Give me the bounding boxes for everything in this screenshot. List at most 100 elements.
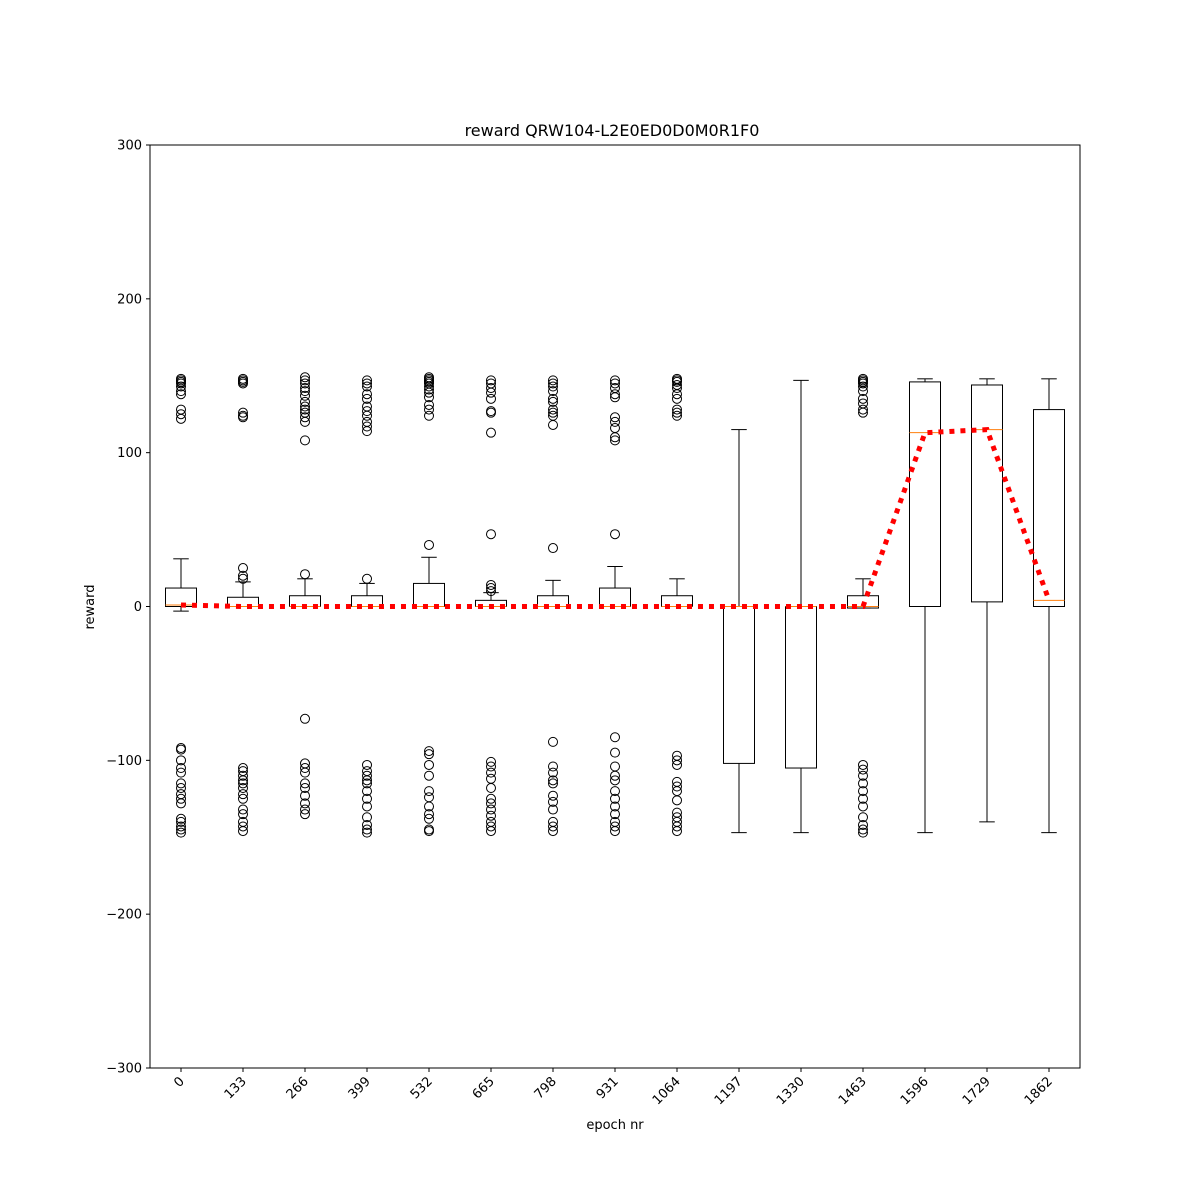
outlier-point (486, 783, 496, 794)
outlier-point (610, 826, 620, 837)
outlier-point (424, 809, 434, 820)
outlier-point (176, 744, 186, 755)
outlier-point (858, 386, 868, 397)
outlier-point (672, 404, 682, 415)
outlier-point (300, 401, 310, 412)
plot-area-frame (149, 144, 1081, 1069)
outlier-point (176, 409, 186, 420)
outlier-point (672, 755, 682, 766)
outlier-point (300, 372, 310, 383)
outlier-point (610, 416, 620, 427)
outlier-point (486, 767, 496, 778)
outlier-point (176, 763, 186, 774)
outlier-point (858, 381, 868, 392)
outlier-point (424, 746, 434, 757)
outlier-point (858, 801, 868, 812)
outlier-point (610, 375, 620, 386)
outlier-point (300, 386, 310, 397)
outlier-point (672, 821, 682, 832)
box-plots (165, 372, 1065, 838)
outlier-point (176, 767, 186, 778)
outlier-point (486, 579, 496, 590)
outlier-point (548, 393, 558, 404)
outlier-point (362, 812, 372, 823)
outlier-point (548, 826, 558, 837)
outlier-point (548, 775, 558, 786)
box-plot (847, 373, 879, 838)
outlier-point (610, 432, 620, 443)
outlier-point (486, 826, 496, 837)
outlier-point (300, 798, 310, 809)
outlier-point (176, 381, 186, 392)
outlier-point (486, 375, 496, 386)
y-tick-label: 100 (117, 446, 142, 461)
outlier-point (362, 786, 372, 797)
outlier-point (300, 713, 310, 724)
y-tick-label: 300 (117, 139, 142, 154)
outlier-point (486, 383, 496, 394)
outlier-point (176, 389, 186, 400)
outlier-point (858, 759, 868, 770)
outlier-point (548, 375, 558, 386)
outlier-point (362, 421, 372, 432)
outlier-point (300, 763, 310, 774)
outlier-point (672, 759, 682, 770)
outlier-point (858, 407, 868, 418)
outlier-point (300, 778, 310, 789)
outlier-point (672, 393, 682, 404)
outlier-point (424, 410, 434, 421)
outlier-point (362, 573, 372, 584)
outlier-point (548, 778, 558, 789)
outlier-point (362, 827, 372, 838)
outlier-point (548, 378, 558, 389)
box-plot (971, 378, 1003, 823)
outlier-point (858, 786, 868, 797)
outlier-point (672, 383, 682, 394)
outlier-point (176, 378, 186, 389)
outlier-point (176, 413, 186, 424)
box (971, 384, 1003, 603)
outlier-point (548, 386, 558, 397)
outlier-point (548, 804, 558, 815)
outlier-point (300, 404, 310, 415)
outlier-point (362, 426, 372, 437)
outlier-point (238, 763, 248, 774)
outlier-point (424, 813, 434, 824)
outlier-point (486, 821, 496, 832)
outlier-point (672, 376, 682, 387)
outlier-point (424, 399, 434, 410)
outlier-point (548, 381, 558, 392)
outlier-point (486, 407, 496, 418)
outlier-point (300, 390, 310, 401)
outlier-point (176, 821, 186, 832)
outlier-point (176, 798, 186, 809)
outlier-point (610, 809, 620, 820)
outlier-point (362, 770, 372, 781)
outlier-point (610, 412, 620, 423)
outlier-point (424, 384, 434, 395)
outlier-point (858, 793, 868, 804)
box-plot (1033, 378, 1065, 834)
outlier-point (610, 775, 620, 786)
outlier-point (176, 755, 186, 766)
outlier-point (610, 389, 620, 400)
y-tick-label: −300 (106, 1062, 142, 1077)
box-plot (227, 373, 259, 837)
outlier-point (362, 824, 372, 835)
outlier-point (672, 781, 682, 792)
outlier-point (300, 378, 310, 389)
outlier-point (424, 770, 434, 781)
box-plot (909, 378, 941, 834)
outlier-point (486, 761, 496, 772)
outlier-point (486, 586, 496, 597)
outlier-point (300, 375, 310, 386)
outlier-point (548, 396, 558, 407)
outlier-point (362, 819, 372, 830)
outlier-point (300, 569, 310, 580)
box (909, 381, 941, 607)
outlier-point (672, 389, 682, 400)
outlier-point (672, 826, 682, 837)
y-tick-label: 200 (117, 292, 142, 307)
outlier-point (486, 798, 496, 809)
outlier-point (486, 804, 496, 815)
